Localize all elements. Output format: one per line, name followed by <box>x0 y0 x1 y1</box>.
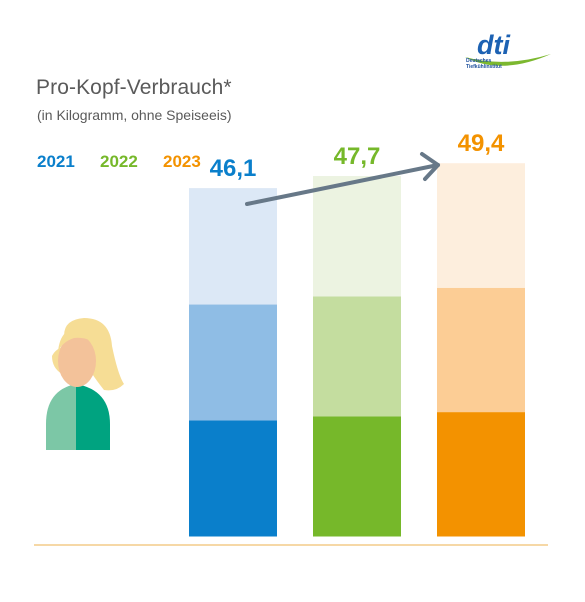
logo-swoosh <box>465 54 551 66</box>
legend-item-2023: 2023 <box>163 152 201 171</box>
legend-item-2022: 2022 <box>100 152 138 171</box>
avatar-fringe <box>58 326 104 352</box>
logo-line-2: Tiefkühlinstitut <box>466 64 502 70</box>
legend-item-2021: 2021 <box>37 152 75 171</box>
trend-arrow-line <box>245 163 440 206</box>
value-labels-group: 46,1 47,7 49,4 <box>210 130 505 182</box>
bar-2023-segment-1 <box>437 411 525 537</box>
bar-2023-segment-3 <box>437 163 525 288</box>
avatar-body-left <box>46 384 76 450</box>
bar-2021-segment-1 <box>189 420 277 537</box>
value-label-2022: 47,7 <box>334 143 381 170</box>
logo-wordmark: dti <box>477 30 510 60</box>
avatar-body-right <box>76 384 110 450</box>
trend-arrow-head <box>420 152 440 181</box>
logo-line-1: Deutsches <box>466 58 492 64</box>
bar-2023-segment-2 <box>437 287 525 413</box>
chart-title: Pro-Kopf-Verbrauch* <box>36 76 232 99</box>
bar-2022-segment-3 <box>313 176 401 297</box>
value-label-2023: 49,4 <box>458 130 505 157</box>
value-label-2021: 46,1 <box>210 155 257 182</box>
bar-2022-segment-2 <box>313 296 401 417</box>
bar-2022-segment-1 <box>313 416 401 537</box>
woman-avatar-icon <box>46 318 124 450</box>
bars-group <box>189 163 525 537</box>
bar-2021-segment-2 <box>189 304 277 421</box>
dti-logo: dti <box>465 30 551 66</box>
chart-subtitle: (in Kilogramm, ohne Speiseeis) <box>37 107 232 123</box>
avatar-face <box>58 335 96 387</box>
bar-2021-segment-3 <box>189 188 277 305</box>
